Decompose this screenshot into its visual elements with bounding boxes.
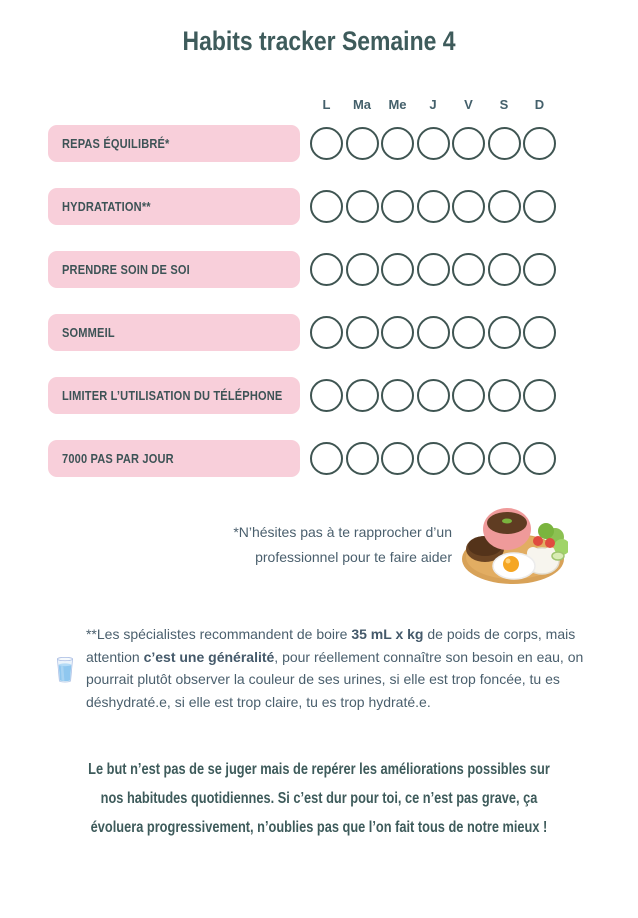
day-circle[interactable] bbox=[310, 442, 343, 475]
habits-tracker-page: Habits tracker Semaine 4 L Ma Me J V S D… bbox=[0, 26, 638, 918]
day-circle[interactable] bbox=[381, 316, 414, 349]
day-circle[interactable] bbox=[452, 442, 485, 475]
day-circle[interactable] bbox=[345, 253, 379, 286]
day-circle[interactable] bbox=[523, 379, 556, 412]
habit-label-text: SOMMEIL bbox=[62, 325, 115, 340]
day-circle[interactable] bbox=[416, 316, 450, 349]
day-circle[interactable] bbox=[416, 190, 450, 223]
day-circle[interactable] bbox=[345, 127, 379, 160]
day-circle[interactable] bbox=[310, 379, 343, 412]
day-label-thursday: J bbox=[429, 97, 437, 112]
day-label-sunday: D bbox=[534, 97, 545, 112]
day-label-wednesday: Me bbox=[388, 97, 407, 112]
day-circles-row bbox=[310, 316, 556, 349]
hydration-text-part: de poids de corps, mais attention bbox=[85, 626, 576, 665]
day-circles-row bbox=[310, 253, 556, 286]
day-circle[interactable] bbox=[523, 253, 556, 286]
hydration-text-part: **Les spécialistes recommandent de boire bbox=[85, 626, 352, 642]
habit-label-telephone: LIMITER L’UTILISATION DU TÉLÉPHONE bbox=[48, 377, 300, 414]
day-label-tuesday: Ma bbox=[352, 97, 372, 112]
hydration-text-bold: c’est une généralité bbox=[143, 648, 275, 665]
day-circle[interactable] bbox=[523, 442, 556, 475]
day-circle[interactable] bbox=[487, 379, 521, 412]
day-circle[interactable] bbox=[452, 253, 485, 286]
day-circle[interactable] bbox=[310, 253, 343, 286]
day-circle[interactable] bbox=[381, 379, 414, 412]
day-circle[interactable] bbox=[523, 190, 556, 223]
day-circle[interactable] bbox=[487, 442, 521, 475]
hydration-text-part: , pour réellement connaître son besoin e… bbox=[85, 648, 584, 710]
day-label-monday: L bbox=[322, 97, 331, 112]
day-circle[interactable] bbox=[523, 316, 556, 349]
day-label-saturday: S bbox=[499, 97, 509, 112]
habit-row-telephone: LIMITER L’UTILISATION DU TÉLÉPHONE bbox=[48, 377, 638, 414]
day-label-friday: V bbox=[464, 97, 473, 112]
day-circle[interactable] bbox=[416, 253, 450, 286]
meal-plate-icon bbox=[462, 508, 568, 584]
day-circle[interactable] bbox=[310, 127, 343, 160]
habit-label-hydratation: HYDRATATION** bbox=[48, 188, 300, 225]
day-circle[interactable] bbox=[345, 316, 379, 349]
habit-label-soin: PRENDRE SOIN DE SOI bbox=[48, 251, 300, 288]
closing-line: évoluera progressivement, n’oublies pas … bbox=[90, 819, 548, 836]
habit-row-hydratation: HYDRATATION** bbox=[48, 188, 638, 225]
meal-note-line: *N’hésites pas à te rapprocher d’un bbox=[233, 524, 452, 540]
water-glass-icon bbox=[57, 657, 73, 683]
habit-row-pas: 7000 PAS PAR JOUR bbox=[48, 440, 638, 477]
day-header-row: L Ma Me J V S D bbox=[310, 97, 638, 112]
hydration-note-text: **Les spécialistes recommandent de boire… bbox=[86, 623, 596, 713]
day-circle[interactable] bbox=[416, 379, 450, 412]
day-circle[interactable] bbox=[452, 379, 485, 412]
day-circles-row bbox=[310, 190, 556, 223]
day-circle[interactable] bbox=[487, 190, 521, 223]
day-circle[interactable] bbox=[487, 253, 521, 286]
day-circle[interactable] bbox=[310, 316, 343, 349]
habit-row-repas: REPAS ÉQUILIBRÉ* bbox=[48, 125, 638, 162]
day-circle[interactable] bbox=[452, 127, 485, 160]
day-circle[interactable] bbox=[487, 127, 521, 160]
day-circle[interactable] bbox=[381, 190, 414, 223]
habit-row-soin: PRENDRE SOIN DE SOI bbox=[48, 251, 638, 288]
hydration-note: **Les spécialistes recommandent de boire… bbox=[56, 621, 596, 719]
page-title: Habits tracker Semaine 4 bbox=[182, 26, 456, 56]
habit-label-repas: REPAS ÉQUILIBRÉ* bbox=[48, 125, 300, 162]
day-circle[interactable] bbox=[381, 253, 414, 286]
habit-label-sommeil: SOMMEIL bbox=[48, 314, 300, 351]
habit-row-sommeil: SOMMEIL bbox=[48, 314, 638, 351]
day-circle[interactable] bbox=[416, 442, 450, 475]
day-circle[interactable] bbox=[345, 379, 379, 412]
habit-label-text: PRENDRE SOIN DE SOI bbox=[62, 262, 190, 277]
habit-label-text: REPAS ÉQUILIBRÉ* bbox=[62, 136, 170, 151]
closing-message: Le but n’est pas de se juger mais de rep… bbox=[0, 755, 638, 842]
meal-note: *N’hésites pas à te rapprocher d’un prof… bbox=[0, 503, 568, 587]
day-circle[interactable] bbox=[452, 190, 485, 223]
habit-tracker-grid: L Ma Me J V S D REPAS ÉQUILIBRÉ* HYDRATA… bbox=[48, 97, 638, 477]
closing-line: nos habitudes quotidiennes. Si c’est dur… bbox=[100, 790, 538, 807]
day-circles-row bbox=[310, 127, 556, 160]
meal-note-line: professionnel pour te faire aider bbox=[255, 549, 452, 565]
day-circles-row bbox=[310, 442, 556, 475]
day-circle[interactable] bbox=[416, 127, 450, 160]
day-circles-row bbox=[310, 379, 556, 412]
habit-label-text: LIMITER L’UTILISATION DU TÉLÉPHONE bbox=[62, 388, 283, 403]
day-circle[interactable] bbox=[310, 190, 343, 223]
habit-label-pas: 7000 PAS PAR JOUR bbox=[48, 440, 300, 477]
day-circle[interactable] bbox=[487, 316, 521, 349]
closing-line: Le but n’est pas de se juger mais de rep… bbox=[88, 761, 550, 778]
habit-label-text: HYDRATATION** bbox=[62, 199, 151, 214]
day-circle[interactable] bbox=[452, 316, 485, 349]
day-circle[interactable] bbox=[381, 127, 414, 160]
meal-note-text: *N’hésites pas à te rapprocher d’un prof… bbox=[233, 520, 452, 570]
day-circle[interactable] bbox=[381, 442, 414, 475]
day-circle[interactable] bbox=[345, 442, 379, 475]
habit-label-text: 7000 PAS PAR JOUR bbox=[62, 451, 174, 466]
hydration-text-bold: 35 mL x kg bbox=[351, 626, 424, 642]
day-circle[interactable] bbox=[345, 190, 379, 223]
day-circle[interactable] bbox=[523, 127, 556, 160]
